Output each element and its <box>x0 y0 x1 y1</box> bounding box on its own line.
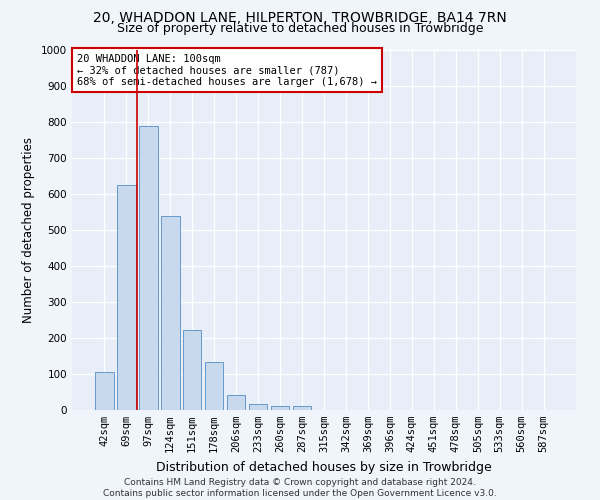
Text: Contains HM Land Registry data © Crown copyright and database right 2024.
Contai: Contains HM Land Registry data © Crown c… <box>103 478 497 498</box>
Text: 20, WHADDON LANE, HILPERTON, TROWBRIDGE, BA14 7RN: 20, WHADDON LANE, HILPERTON, TROWBRIDGE,… <box>93 12 507 26</box>
Bar <box>139 126 158 410</box>
Bar <box>293 406 311 410</box>
X-axis label: Distribution of detached houses by size in Trowbridge: Distribution of detached houses by size … <box>156 460 492 473</box>
Text: Size of property relative to detached houses in Trowbridge: Size of property relative to detached ho… <box>117 22 483 35</box>
Y-axis label: Number of detached properties: Number of detached properties <box>22 137 35 323</box>
Bar <box>249 404 268 410</box>
Bar <box>205 362 223 410</box>
Bar <box>183 330 202 410</box>
Text: 20 WHADDON LANE: 100sqm
← 32% of detached houses are smaller (787)
68% of semi-d: 20 WHADDON LANE: 100sqm ← 32% of detache… <box>77 54 377 87</box>
Bar <box>95 372 113 410</box>
Bar <box>227 395 245 410</box>
Bar <box>271 406 289 410</box>
Bar <box>117 185 136 410</box>
Bar <box>161 216 179 410</box>
